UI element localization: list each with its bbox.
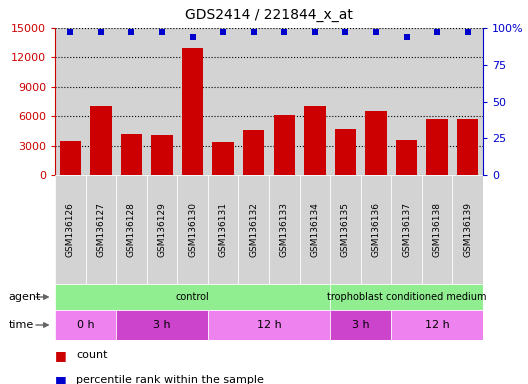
Bar <box>55 284 330 310</box>
Bar <box>427 119 448 175</box>
Bar <box>361 175 391 284</box>
Text: 12 h: 12 h <box>425 320 449 330</box>
Text: time: time <box>8 320 33 330</box>
Text: GSM136127: GSM136127 <box>96 202 106 257</box>
Bar <box>208 175 239 284</box>
Text: GSM136126: GSM136126 <box>66 202 75 257</box>
Bar <box>457 119 478 175</box>
Text: 3 h: 3 h <box>153 320 171 330</box>
Bar <box>391 310 483 340</box>
Bar <box>90 106 111 175</box>
Text: GSM136129: GSM136129 <box>157 202 166 257</box>
Bar <box>330 175 361 284</box>
Bar <box>121 134 142 175</box>
Bar <box>212 142 234 175</box>
Bar <box>365 111 386 175</box>
Text: percentile rank within the sample: percentile rank within the sample <box>76 375 264 384</box>
Bar <box>335 129 356 175</box>
Bar <box>330 310 391 340</box>
Bar <box>208 310 330 340</box>
Text: 12 h: 12 h <box>257 320 281 330</box>
Bar <box>152 135 173 175</box>
Bar <box>55 175 86 284</box>
Text: GSM136139: GSM136139 <box>463 202 472 257</box>
Bar <box>269 175 299 284</box>
Text: GSM136132: GSM136132 <box>249 202 258 257</box>
Bar <box>391 175 422 284</box>
Bar <box>239 175 269 284</box>
Text: 0 h: 0 h <box>77 320 95 330</box>
Bar <box>243 130 265 175</box>
Text: trophoblast conditioned medium: trophoblast conditioned medium <box>327 292 486 302</box>
Text: GSM136138: GSM136138 <box>432 202 441 257</box>
Text: GSM136128: GSM136128 <box>127 202 136 257</box>
Text: control: control <box>176 292 210 302</box>
Text: GSM136136: GSM136136 <box>372 202 381 257</box>
Text: GSM136130: GSM136130 <box>188 202 197 257</box>
Bar <box>177 175 208 284</box>
Bar <box>182 48 203 175</box>
Text: count: count <box>76 350 108 360</box>
Text: GDS2414 / 221844_x_at: GDS2414 / 221844_x_at <box>185 8 353 22</box>
Bar <box>304 106 326 175</box>
Text: GSM136134: GSM136134 <box>310 202 319 257</box>
Bar <box>452 175 483 284</box>
Text: ■: ■ <box>55 349 67 362</box>
Bar <box>116 175 147 284</box>
Bar <box>299 175 330 284</box>
Text: GSM136137: GSM136137 <box>402 202 411 257</box>
Text: 3 h: 3 h <box>352 320 370 330</box>
Text: GSM136135: GSM136135 <box>341 202 350 257</box>
Bar <box>86 175 116 284</box>
Bar <box>274 115 295 175</box>
Bar <box>55 310 116 340</box>
Text: ■: ■ <box>55 374 67 384</box>
Text: agent: agent <box>8 292 41 302</box>
Bar <box>147 175 177 284</box>
Text: GSM136131: GSM136131 <box>219 202 228 257</box>
Bar <box>396 140 417 175</box>
Bar <box>422 175 452 284</box>
Text: GSM136133: GSM136133 <box>280 202 289 257</box>
Bar <box>330 284 483 310</box>
Bar <box>60 141 81 175</box>
Bar <box>116 310 208 340</box>
